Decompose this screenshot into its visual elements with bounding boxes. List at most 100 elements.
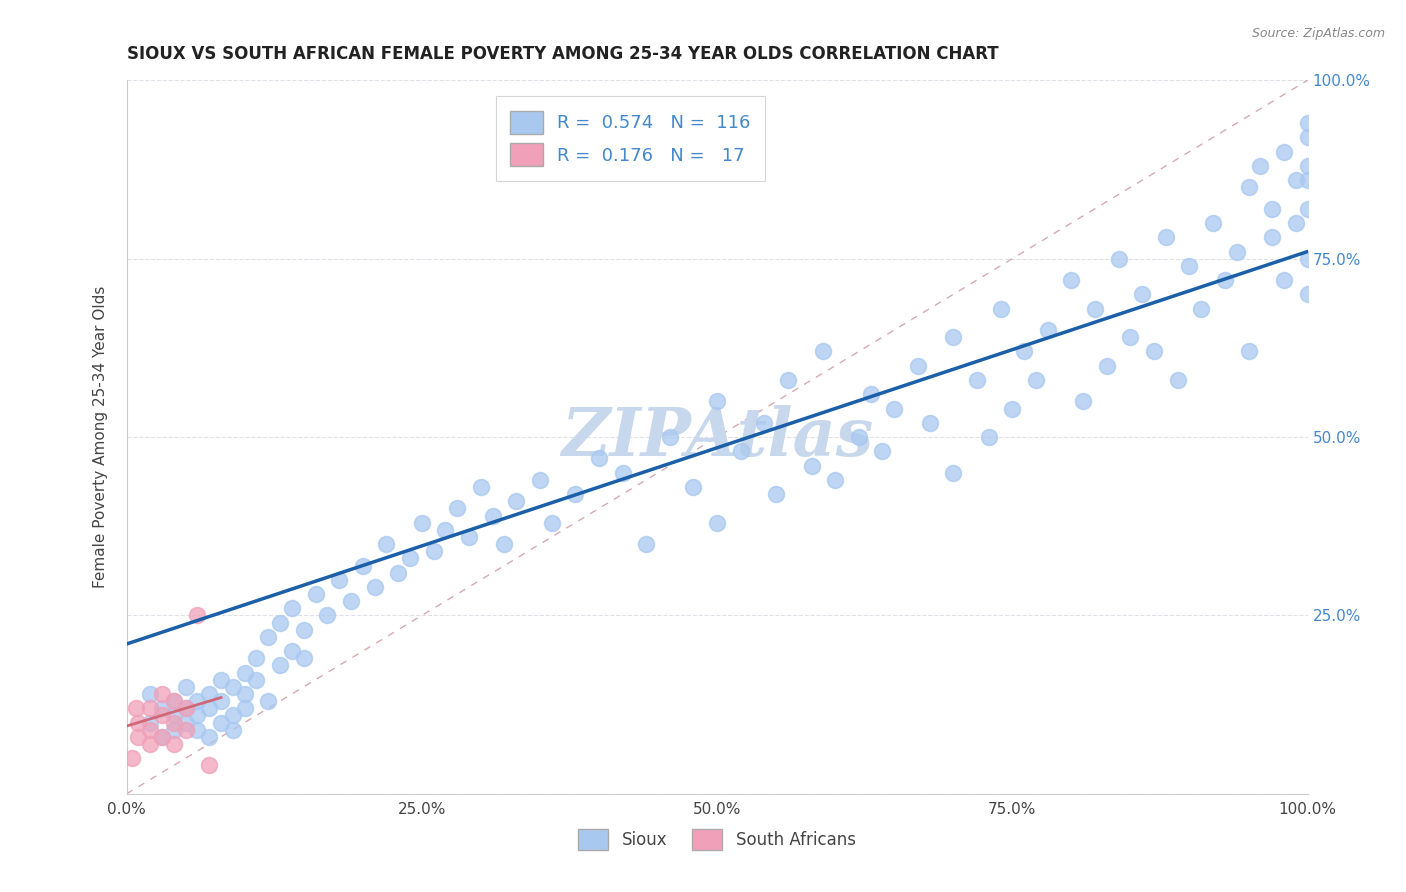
Point bbox=[281, 644, 304, 658]
Point bbox=[942, 466, 965, 480]
Point bbox=[1261, 230, 1284, 244]
Point bbox=[1296, 202, 1319, 216]
Point bbox=[966, 373, 988, 387]
Point bbox=[1084, 301, 1107, 316]
Point bbox=[730, 444, 752, 458]
Point bbox=[150, 708, 173, 723]
Point bbox=[163, 694, 186, 708]
Point bbox=[918, 416, 941, 430]
Point bbox=[1296, 287, 1319, 301]
Point bbox=[150, 730, 173, 744]
Point bbox=[824, 473, 846, 487]
Point bbox=[942, 330, 965, 344]
Point bbox=[125, 701, 148, 715]
Point bbox=[198, 758, 221, 772]
Point bbox=[1143, 344, 1166, 359]
Point bbox=[588, 451, 610, 466]
Point bbox=[257, 694, 280, 708]
Point bbox=[328, 573, 350, 587]
Point bbox=[222, 723, 245, 737]
Point bbox=[163, 694, 186, 708]
Point bbox=[292, 623, 315, 637]
Text: SIOUX VS SOUTH AFRICAN FEMALE POVERTY AMONG 25-34 YEAR OLDS CORRELATION CHART: SIOUX VS SOUTH AFRICAN FEMALE POVERTY AM… bbox=[127, 45, 998, 63]
Point bbox=[907, 359, 929, 373]
Point bbox=[1108, 252, 1130, 266]
Y-axis label: Female Poverty Among 25-34 Year Olds: Female Poverty Among 25-34 Year Olds bbox=[93, 286, 108, 588]
Point bbox=[1167, 373, 1189, 387]
Point bbox=[1189, 301, 1212, 316]
Point bbox=[1154, 230, 1177, 244]
Point bbox=[139, 723, 162, 737]
Point bbox=[1296, 130, 1319, 145]
Point bbox=[636, 537, 658, 551]
Point bbox=[174, 723, 197, 737]
Point bbox=[422, 544, 444, 558]
Point bbox=[292, 651, 315, 665]
Point bbox=[163, 737, 186, 751]
Point bbox=[186, 608, 208, 623]
Point bbox=[209, 694, 232, 708]
Point bbox=[340, 594, 363, 608]
Point bbox=[1060, 273, 1083, 287]
Point bbox=[706, 394, 728, 409]
Point bbox=[139, 701, 162, 715]
Text: ZIPAtlas: ZIPAtlas bbox=[561, 405, 873, 469]
Point bbox=[872, 444, 894, 458]
Point bbox=[222, 708, 245, 723]
Point bbox=[150, 687, 173, 701]
Point bbox=[859, 387, 882, 401]
Point bbox=[776, 373, 799, 387]
Point bbox=[1119, 330, 1142, 344]
Point bbox=[127, 715, 149, 730]
Point bbox=[399, 551, 422, 566]
Point bbox=[281, 601, 304, 615]
Point bbox=[186, 723, 208, 737]
Point bbox=[186, 708, 208, 723]
Point bbox=[1095, 359, 1118, 373]
Point bbox=[163, 715, 186, 730]
Point bbox=[658, 430, 681, 444]
Point bbox=[505, 494, 527, 508]
Point bbox=[198, 730, 221, 744]
Point bbox=[434, 523, 457, 537]
Point bbox=[375, 537, 398, 551]
Point bbox=[1130, 287, 1153, 301]
Point bbox=[765, 487, 787, 501]
Point bbox=[1285, 173, 1308, 187]
Point bbox=[352, 558, 374, 573]
Point bbox=[458, 530, 481, 544]
Point bbox=[990, 301, 1012, 316]
Point bbox=[1296, 173, 1319, 187]
Point bbox=[139, 687, 162, 701]
Point bbox=[139, 737, 162, 751]
Point bbox=[540, 516, 562, 530]
Point bbox=[612, 466, 634, 480]
Point bbox=[1296, 116, 1319, 130]
Point bbox=[1202, 216, 1225, 230]
Point bbox=[363, 580, 385, 594]
Point bbox=[1237, 180, 1260, 194]
Point bbox=[245, 651, 267, 665]
Point bbox=[1237, 344, 1260, 359]
Point bbox=[754, 416, 776, 430]
Point bbox=[174, 680, 197, 694]
Point bbox=[257, 630, 280, 644]
Point bbox=[222, 680, 245, 694]
Point bbox=[163, 708, 186, 723]
Point bbox=[245, 673, 267, 687]
Point bbox=[1001, 401, 1024, 416]
Legend: Sioux, South Africans: Sioux, South Africans bbox=[572, 822, 862, 857]
Point bbox=[706, 516, 728, 530]
Point bbox=[174, 715, 197, 730]
Point bbox=[269, 615, 291, 630]
Point bbox=[1261, 202, 1284, 216]
Point bbox=[564, 487, 586, 501]
Point bbox=[174, 701, 197, 715]
Point bbox=[529, 473, 551, 487]
Point bbox=[1012, 344, 1035, 359]
Point bbox=[198, 701, 221, 715]
Point bbox=[174, 701, 197, 715]
Point bbox=[209, 715, 232, 730]
Point bbox=[269, 658, 291, 673]
Point bbox=[1213, 273, 1236, 287]
